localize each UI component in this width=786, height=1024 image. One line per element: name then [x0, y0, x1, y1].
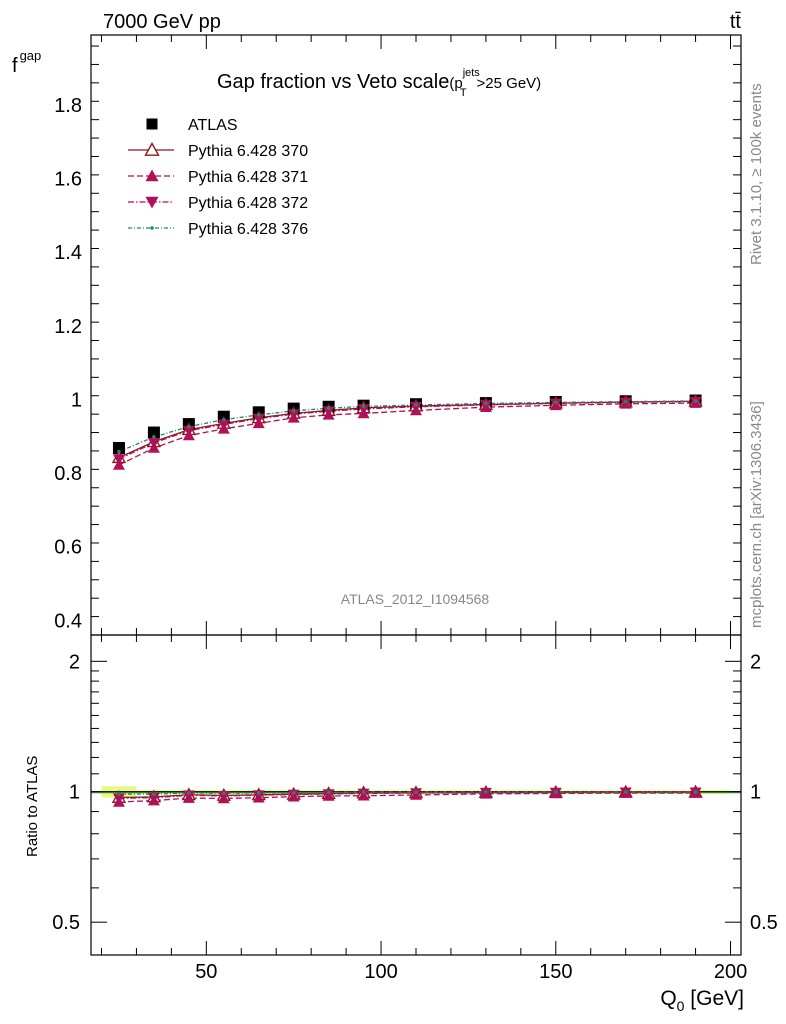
- x-tick-label: 150: [539, 961, 572, 983]
- ratio-point-pythia-6-428-372: [357, 788, 370, 800]
- ratio-tick-label: 0.5: [52, 912, 80, 934]
- legend-marker-atlas: [146, 118, 158, 130]
- plot-title-main: Gap fraction vs Veto scale: [217, 71, 449, 93]
- y-tick-label: 1.2: [54, 316, 82, 338]
- legend-label-pythia-6-428-376: Pythia 6.428 376: [188, 221, 308, 238]
- ratio-point-pythia-6-428-376: [693, 790, 698, 794]
- ratio-point-pythia-6-428-372: [287, 789, 300, 801]
- ratio-point-pythia-6-428-376: [623, 790, 628, 794]
- ratio-point-pythia-6-428-376: [221, 791, 226, 796]
- ratio-point-pythia-6-428-376: [117, 792, 121, 796]
- data-point-pythia-6-428-372: [357, 404, 370, 415]
- legend-marker-pythia-6-428-370: [144, 142, 160, 156]
- analysis-watermark: ATLAS_2012_I1094568: [341, 591, 490, 607]
- ratio-point-pythia-6-428-376: [152, 792, 156, 797]
- y-axis-label-sub: gap: [20, 48, 42, 63]
- y-axis-label-main: f: [12, 55, 18, 77]
- ratio-point-pythia-6-428-376: [326, 790, 331, 795]
- data-point-pythia-6-428-376: [291, 409, 296, 413]
- data-point-pythia-6-428-376: [326, 406, 331, 411]
- data-point-pythia-6-428-372: [479, 400, 492, 411]
- data-point-atlas: [112, 442, 125, 455]
- data-point-pythia-6-428-376: [117, 449, 121, 454]
- plot-title-open: (p: [449, 75, 462, 92]
- legend-marker-pythia-6-428-371: [145, 169, 159, 182]
- y-tick-label: 1.8: [54, 95, 82, 117]
- ratio-plot-frame: [90, 634, 742, 956]
- ratio-tick-label-right: 0.5: [750, 912, 778, 934]
- ratio-point-pythia-6-428-372: [322, 789, 335, 801]
- x-axis-label-main: Q: [660, 987, 676, 1010]
- y-tick-label: 0.6: [54, 537, 82, 559]
- legend-label-pythia-6-428-371: Pythia 6.428 371: [188, 169, 308, 186]
- mcplots-label: mcplots.cern.ch [arXiv:1306.3436]: [748, 401, 765, 628]
- ratio-point-pythia-6-428-376: [187, 791, 191, 795]
- data-point-pythia-6-428-376: [623, 399, 628, 404]
- plot-title: Gap fraction vs Veto scale(pjets T >25 GeV…: [217, 67, 541, 99]
- y-tick-label: 1.6: [54, 169, 82, 191]
- ratio-point-pythia-6-428-372: [147, 792, 160, 804]
- data-point-pythia-6-428-372: [287, 409, 300, 421]
- legend-label-pythia-6-428-372: Pythia 6.428 372: [188, 195, 308, 212]
- data-point-pythia-6-428-376: [152, 435, 156, 439]
- ratio-tick-label-right: 2: [750, 651, 761, 673]
- y-tick-label: 0.8: [54, 463, 82, 485]
- ratio-point-pythia-6-428-376: [361, 790, 366, 794]
- data-point-pythia-6-428-372: [217, 419, 230, 431]
- y-axis-label: f gap: [12, 48, 41, 77]
- ratio-point-pythia-6-428-376: [414, 790, 418, 794]
- y-tick-label: 1.4: [54, 242, 82, 264]
- x-tick-label: 200: [714, 961, 747, 983]
- ratio-tick-label: 1: [69, 782, 80, 804]
- ratio-point-pythia-6-428-372: [112, 793, 125, 805]
- y-tick-label: 0.4: [54, 610, 82, 632]
- legend: ATLAS Pythia 6.428 370 Pythia 6.428 371 Pyt…: [128, 117, 308, 238]
- ratio-tick-label: 2: [69, 651, 80, 673]
- data-point-pythia-6-428-376: [693, 399, 698, 403]
- data-point-atlas: [147, 426, 160, 439]
- plot-title-sub: T: [460, 87, 467, 99]
- x-axis-label-unit: [GeV]: [684, 987, 744, 1010]
- data-point-pythia-6-428-376: [361, 404, 366, 409]
- x-axis-label-sub: 0: [677, 998, 685, 1014]
- data-point-pythia-6-428-372: [410, 401, 422, 413]
- legend-label-atlas: ATLAS: [188, 117, 238, 134]
- energy-label: 7000 GeV pp: [103, 11, 221, 33]
- data-point-pythia-6-428-372: [182, 425, 195, 437]
- series-line-pythia-6-428-372: [118, 400, 696, 460]
- data-point-pythia-6-428-372: [147, 438, 160, 449]
- ratio-point-pythia-6-428-372: [252, 790, 265, 802]
- legend-label-pythia-6-428-370: Pythia 6.428 370: [188, 143, 308, 160]
- ratio-tick-label-right: 1: [750, 782, 761, 804]
- process-label: tt̄: [730, 11, 742, 33]
- data-point-pythia-6-428-376: [484, 401, 488, 406]
- series-line-pythia-6-428-370: [118, 400, 696, 459]
- ratio-point-pythia-6-428-376: [484, 790, 488, 794]
- plot-title-sup: jets: [462, 67, 481, 79]
- data-point-pythia-6-428-372: [322, 406, 335, 418]
- ratio-point-pythia-6-428-376: [256, 791, 261, 795]
- x-axis-label: Q0 [GeV]: [660, 987, 744, 1014]
- ratio-point-pythia-6-428-376: [553, 790, 558, 794]
- data-point-pythia-6-428-376: [553, 400, 558, 405]
- x-tick-label: 100: [364, 961, 397, 983]
- ratio-y-axis-label: Ratio to ATLAS: [24, 756, 41, 857]
- ratio-point-pythia-6-428-376: [291, 791, 296, 795]
- ratio-point-pythia-6-428-372: [217, 791, 230, 802]
- ratio-point-pythia-6-428-372: [182, 790, 195, 802]
- rivet-label: Rivet 3.1.10, ≥ 100k events: [748, 83, 765, 265]
- data-point-pythia-6-428-376: [187, 424, 191, 429]
- legend-marker-pythia-6-428-372: [145, 196, 159, 209]
- data-point-pythia-6-428-376: [221, 417, 226, 422]
- series-line-pythia-6-428-371: [118, 402, 696, 466]
- data-point-pythia-6-428-372: [252, 413, 265, 425]
- data-point-pythia-6-428-376: [256, 413, 261, 417]
- y-tick-label: 1: [71, 389, 82, 411]
- data-point-pythia-6-428-372: [112, 454, 125, 466]
- plot-title-close: >25 GeV): [477, 75, 542, 92]
- x-tick-label: 50: [195, 961, 217, 983]
- legend-marker-pythia-6-428-376: [150, 226, 154, 230]
- data-point-pythia-6-428-376: [414, 403, 418, 407]
